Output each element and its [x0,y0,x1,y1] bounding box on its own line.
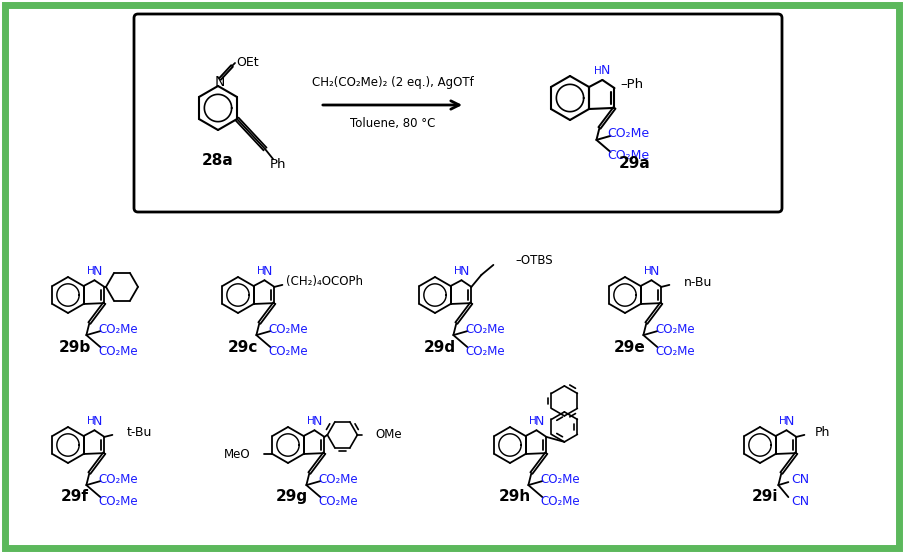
Text: CN: CN [790,473,808,486]
Text: 29d: 29d [424,340,455,354]
Text: H: H [453,266,461,276]
Text: H: H [643,266,651,276]
Text: OEt: OEt [236,55,258,69]
Text: CO₂Me: CO₂Me [655,322,694,336]
Text: H: H [306,416,314,426]
Text: CO₂Me: CO₂Me [268,322,308,336]
Text: N: N [784,415,794,427]
Text: (CH₂)₄OCOPh: (CH₂)₄OCOPh [285,275,362,289]
Text: Toluene, 80 °C: Toluene, 80 °C [350,117,435,129]
Text: H: H [777,416,786,426]
Text: N: N [93,415,102,427]
Text: CO₂Me: CO₂Me [540,473,580,486]
Text: CO₂Me: CO₂Me [98,494,138,508]
Text: H: H [256,266,264,276]
Text: H: H [87,266,94,276]
Text: 29b: 29b [59,340,91,354]
Text: CO₂Me: CO₂Me [540,494,580,508]
Text: CO₂Me: CO₂Me [465,345,505,358]
Text: N: N [93,265,102,278]
Text: CO₂Me: CO₂Me [655,345,694,358]
Text: N: N [600,65,610,77]
Text: n-Bu: n-Bu [683,276,711,289]
Text: 29a: 29a [619,155,650,170]
Text: CO₂Me: CO₂Me [318,494,358,508]
Text: CN: CN [790,494,808,508]
Text: CO₂Me: CO₂Me [607,149,649,163]
FancyBboxPatch shape [134,14,781,212]
Text: 29h: 29h [498,489,531,504]
Text: 29g: 29g [275,489,308,504]
Text: N: N [649,265,658,278]
Text: Ph: Ph [269,158,286,170]
Text: –OTBS: –OTBS [515,254,553,268]
Text: CO₂Me: CO₂Me [318,473,358,486]
Text: 29e: 29e [613,340,645,354]
Text: CH₂(CO₂Me)₂ (2 eq.), AgOTf: CH₂(CO₂Me)₂ (2 eq.), AgOTf [312,76,473,88]
Text: CO₂Me: CO₂Me [98,473,138,486]
Text: –Ph: –Ph [619,77,643,91]
Text: H: H [87,416,94,426]
Text: 29i: 29i [751,489,777,504]
Text: H: H [594,66,601,76]
Text: CO₂Me: CO₂Me [268,345,308,358]
Text: H: H [528,416,535,426]
Text: 29c: 29c [228,340,258,354]
Text: CO₂Me: CO₂Me [98,322,138,336]
Text: CO₂Me: CO₂Me [607,127,649,140]
Text: OMe: OMe [375,429,402,441]
Text: N: N [460,265,469,278]
Text: CO₂Me: CO₂Me [98,345,138,358]
Text: t-Bu: t-Bu [126,426,152,440]
Text: MeO: MeO [224,447,250,461]
Text: 29f: 29f [61,489,88,504]
Text: N: N [215,75,225,89]
Text: N: N [535,415,544,427]
Text: 28a: 28a [202,153,234,168]
Text: Ph: Ph [814,426,829,440]
Text: CO₂Me: CO₂Me [465,322,505,336]
Text: N: N [312,415,321,427]
Text: N: N [263,265,272,278]
